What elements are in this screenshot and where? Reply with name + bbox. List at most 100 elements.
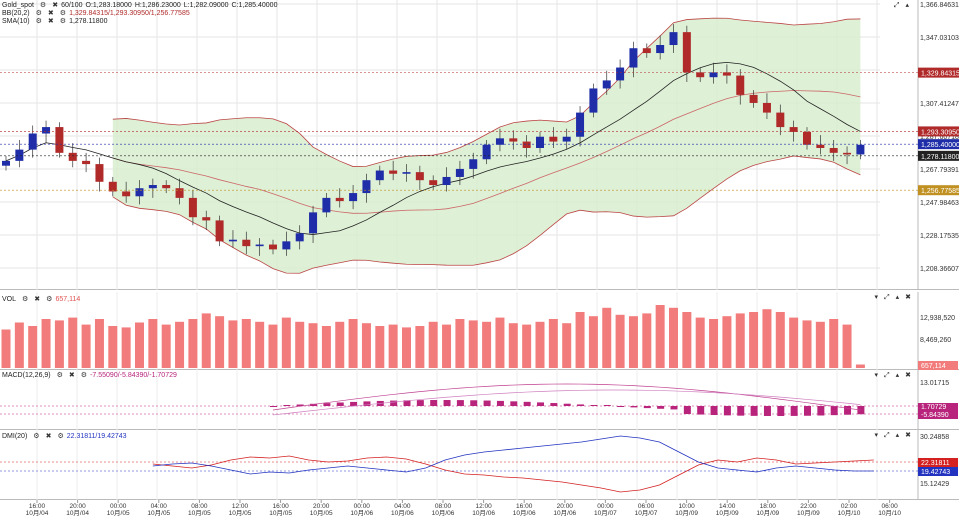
volume-bar xyxy=(108,326,118,368)
date-label: 10月/09 xyxy=(797,509,820,517)
volume-tag-box xyxy=(918,361,958,370)
gear-icon[interactable]: ⚙ xyxy=(22,296,29,303)
gear-icon[interactable]: ⚙ xyxy=(39,2,47,9)
macd-histogram-bar xyxy=(830,406,838,416)
volume-bar xyxy=(522,324,532,368)
macd-histogram-bar xyxy=(710,406,718,415)
date-label: 10月/06 xyxy=(391,509,414,517)
close-icon[interactable]: ✖ xyxy=(68,372,75,379)
volume-bar xyxy=(81,324,91,368)
gear-icon[interactable]: ⚙ xyxy=(35,10,42,17)
settings-icon[interactable]: ⚙ xyxy=(57,433,64,440)
date-label: 10月/07 xyxy=(594,509,617,517)
down-arrow-icon[interactable]: ▾ xyxy=(874,432,878,439)
volume-bar xyxy=(281,317,291,368)
macd-signal-line xyxy=(272,389,861,416)
macd-tag-box xyxy=(918,411,958,419)
gear-icon[interactable]: ⚙ xyxy=(56,372,63,379)
macd-histogram-bar xyxy=(537,402,544,406)
high-value: H:1,286.23000 xyxy=(134,2,181,9)
price-chart[interactable]: 1,366.846311,347.031031,327.215741,307.4… xyxy=(0,0,959,290)
up-arrow-icon[interactable]: ▴ xyxy=(895,432,900,439)
macd-histogram-bar xyxy=(643,406,651,409)
macd-histogram-bar xyxy=(363,401,371,406)
settings-icon[interactable]: ⚙ xyxy=(59,18,67,25)
close-value: C:1,285.40000 xyxy=(231,2,278,9)
volume-bar xyxy=(94,319,104,368)
interval-label: 60/100 xyxy=(61,2,83,9)
expand-icon[interactable]: ⤢ xyxy=(884,432,890,439)
volume-bar xyxy=(829,319,839,368)
volume-bar xyxy=(295,321,305,368)
volume-bar xyxy=(148,319,158,368)
volume-bar xyxy=(682,312,692,368)
time-label: 20:00 xyxy=(557,503,574,510)
price-tag-box xyxy=(918,139,959,150)
candle-body xyxy=(68,152,77,161)
expand-icon[interactable]: ⤢ xyxy=(884,372,890,379)
volume-bar xyxy=(1,329,11,368)
down-arrow-icon[interactable]: ▾ xyxy=(874,372,878,379)
volume-panel: 12,938,520 8,469,260 657,114 VOL ⚙ ✖ ⚙ 657,114… xyxy=(0,292,959,370)
candle-body xyxy=(709,72,718,78)
sma-label: SMA(10) xyxy=(2,18,30,25)
macd-histogram-bar xyxy=(443,400,451,406)
close-icon[interactable]: ✖ xyxy=(905,294,911,301)
volume-bar xyxy=(241,319,251,368)
close-icon[interactable]: ✖ xyxy=(45,433,52,440)
price-tag-box xyxy=(918,126,959,137)
close-icon[interactable]: ✖ xyxy=(47,10,54,17)
gear-icon[interactable]: ⚙ xyxy=(35,18,42,25)
volume-chart[interactable]: 12,938,520 8,469,260 657,114 xyxy=(0,292,959,370)
volume-bar xyxy=(655,305,665,368)
volume-bar xyxy=(762,309,772,368)
up-arrow-icon[interactable]: ▴ xyxy=(895,294,900,301)
macd-histogram-bar xyxy=(456,400,464,406)
volume-bar xyxy=(575,312,585,368)
volume-bar xyxy=(842,324,852,368)
date-label: 10月/05 xyxy=(147,509,170,517)
volume-tick-label: 12,938,520 xyxy=(920,315,955,322)
candle-body xyxy=(789,127,798,132)
volume-bar xyxy=(669,307,678,368)
expand-icon[interactable]: ⤢ xyxy=(884,294,890,301)
volume-bar xyxy=(535,321,545,368)
macd-histogram-bar xyxy=(603,405,611,406)
gear-icon[interactable]: ⚙ xyxy=(33,433,40,440)
price-tick-label: 1,228.17535 xyxy=(920,233,959,240)
time-label: 20:00 xyxy=(313,503,330,510)
close-icon[interactable]: ✖ xyxy=(905,372,911,379)
candle-body xyxy=(402,172,411,174)
expand-icon[interactable]: ⤢ xyxy=(893,2,900,9)
maximize-icon[interactable]: ▴ xyxy=(905,2,909,9)
close-icon[interactable]: ✖ xyxy=(47,18,54,25)
down-arrow-icon[interactable]: ▾ xyxy=(874,294,878,301)
close-icon[interactable]: ✖ xyxy=(905,432,911,439)
volume-bar xyxy=(41,319,51,368)
candle-body xyxy=(42,127,51,134)
low-value: L:1,282.09000 xyxy=(183,2,229,9)
dmi-header: DMI(20) ⚙ ✖ ⚙ 22.31811/19.42743 xyxy=(2,432,130,441)
candle-body xyxy=(589,88,598,113)
volume-bar xyxy=(442,324,452,368)
macd-chart[interactable]: 13.01715 1.70729-5.84390 xyxy=(0,370,959,430)
close-icon[interactable]: ✖ xyxy=(34,296,41,303)
date-label: 10月/05 xyxy=(107,509,130,517)
candle-body xyxy=(215,220,224,242)
candle-body xyxy=(228,239,237,242)
candle-body xyxy=(576,112,585,137)
dmi-panel: 30.24858 15.12429 22.31811 19.42743 DMI(20)… xyxy=(0,430,959,500)
settings-icon[interactable]: ⚙ xyxy=(80,372,88,379)
dmi-plus-line xyxy=(152,455,874,493)
close-icon[interactable]: ✖ xyxy=(52,2,59,9)
dmi-chart[interactable]: 30.24858 15.12429 22.31811 19.42743 xyxy=(0,430,959,500)
time-label: 08:00 xyxy=(435,503,452,510)
macd-histogram-bar xyxy=(657,406,665,409)
candle-body xyxy=(82,160,91,165)
settings-icon[interactable]: ⚙ xyxy=(46,296,53,303)
date-label: 10月/06 xyxy=(513,509,536,517)
price-tag-label: 1,293.30950 xyxy=(921,129,959,136)
candle-body xyxy=(642,48,651,54)
settings-icon[interactable]: ⚙ xyxy=(59,10,67,17)
up-arrow-icon[interactable]: ▴ xyxy=(895,372,900,379)
